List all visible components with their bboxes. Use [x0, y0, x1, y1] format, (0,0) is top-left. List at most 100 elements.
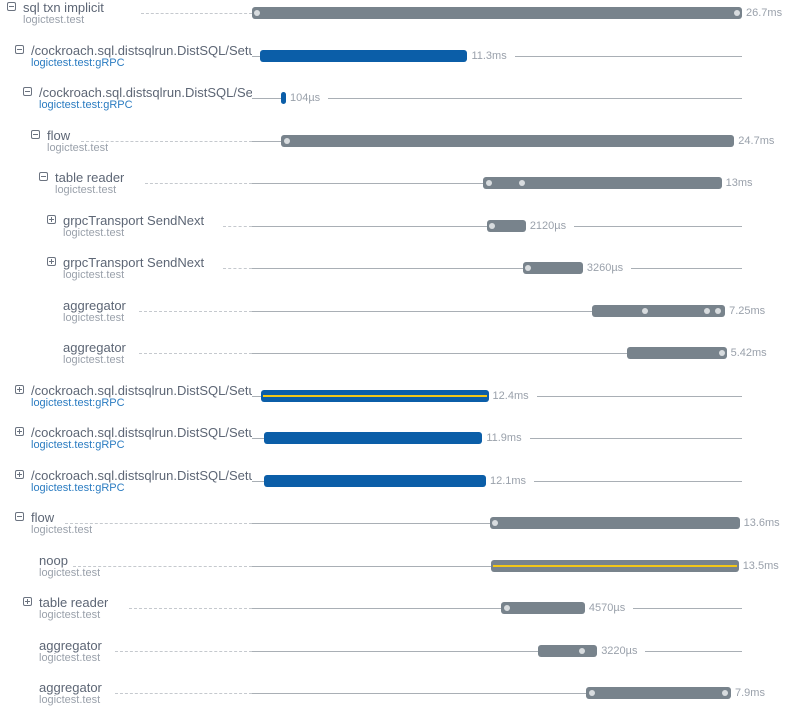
span-bar[interactable] — [260, 389, 489, 402]
span-bar[interactable] — [523, 262, 583, 274]
critical-path-highlight — [262, 394, 487, 397]
span-row[interactable]: table reader logictest.test 13ms — [0, 171, 786, 213]
expand-icon[interactable] — [15, 427, 24, 436]
span-label[interactable]: grpcTransport SendNext logictest.test — [63, 214, 204, 239]
timeline-line — [252, 650, 539, 652]
timeline-line — [252, 98, 281, 99]
log-marker[interactable] — [485, 180, 492, 186]
span-label[interactable]: aggregator logictest.test — [63, 299, 126, 324]
span-label[interactable]: /cockroach.sql.distsqlrun.DistSQL/SetupF… — [31, 469, 252, 494]
span-label[interactable]: grpcTransport SendNext logictest.test — [63, 256, 204, 281]
span-row[interactable]: aggregator logictest.test 7.25ms — [0, 299, 786, 341]
timeline-line — [252, 55, 261, 57]
log-marker[interactable] — [283, 137, 290, 144]
span-duration: 13.6ms — [743, 517, 780, 529]
span-name: grpcTransport SendNext — [63, 213, 205, 228]
span-label[interactable]: /cockroach.sql.distsqlrun.DistSQL/SetupF… — [31, 384, 252, 409]
span-row[interactable]: sql txn implicit logictest.test 26.7ms — [0, 1, 786, 43]
expand-icon[interactable] — [15, 469, 24, 479]
span-row[interactable]: noop logictest.test 13.5ms — [0, 554, 786, 596]
span-bar[interactable] — [490, 559, 739, 572]
log-marker[interactable] — [488, 222, 495, 229]
span-label[interactable]: table reader logictest.test — [55, 171, 124, 196]
span-name: /cockroach.sql.distsqlrun.DistSQL/SetupF… — [31, 43, 252, 58]
span-row[interactable]: grpcTransport SendNext logictest.test 2120… — [0, 214, 786, 256]
collapse-icon[interactable] — [23, 87, 32, 96]
log-marker[interactable] — [715, 307, 722, 314]
log-marker[interactable] — [641, 307, 648, 314]
span-label[interactable]: /cockroach.sql.distsqlrun.DistSQL/SetupF… — [31, 426, 252, 451]
span-label[interactable]: noop logictest.test — [39, 554, 100, 579]
log-marker[interactable] — [518, 180, 525, 186]
span-row[interactable]: flow logictest.test 13.6ms — [0, 511, 786, 553]
span-label[interactable]: aggregator logictest.test — [39, 681, 102, 706]
collapse-icon[interactable] — [39, 172, 48, 181]
guide-line — [223, 225, 252, 227]
span-bar[interactable] — [592, 304, 726, 317]
log-marker[interactable] — [734, 10, 740, 16]
span-row[interactable]: aggregator logictest.test 3220µs — [0, 639, 786, 681]
span-label[interactable]: flow logictest.test — [31, 511, 92, 536]
span-service: logictest.test — [39, 694, 101, 706]
span-name: flow — [47, 128, 71, 143]
span-row[interactable]: aggregator logictest.test 7.9ms — [0, 681, 786, 723]
span-label[interactable]: table reader logictest.test — [39, 596, 108, 621]
timeline-line — [252, 523, 491, 524]
span-name: /cockroach.sql.distsqlrun.DistSQL/SetupF… — [31, 383, 252, 398]
expand-icon[interactable] — [15, 384, 24, 394]
span-row[interactable]: table reader logictest.test 4570µs — [0, 596, 786, 638]
span-service: logictest.test:gRPC — [31, 56, 125, 69]
span-bar[interactable] — [627, 347, 727, 359]
expand-icon[interactable] — [47, 257, 56, 266]
log-marker[interactable] — [504, 605, 511, 611]
span-bar[interactable] — [586, 687, 731, 699]
guide-line — [141, 13, 252, 14]
log-marker[interactable] — [588, 690, 595, 696]
timeline-line — [252, 353, 628, 354]
span-row[interactable]: /cockroach.sql.distsqlrun.DistSQL/SetupF… — [0, 469, 786, 511]
log-marker[interactable] — [254, 10, 260, 16]
collapse-icon[interactable] — [31, 129, 40, 139]
span-label[interactable]: sql txn implicit logictest.test — [23, 1, 104, 26]
collapse-icon[interactable] — [15, 512, 24, 521]
span-duration: 3220µs — [601, 644, 638, 657]
span-label[interactable]: aggregator logictest.test — [63, 341, 126, 366]
span-bar[interactable] — [280, 134, 735, 147]
log-marker[interactable] — [525, 265, 532, 271]
expand-icon[interactable] — [23, 597, 32, 606]
span-name: aggregator — [39, 681, 102, 695]
span-bar[interactable] — [252, 7, 742, 19]
span-row[interactable]: /cockroach.sql.distsqlrun.DistSQL/SetupF… — [0, 426, 786, 468]
span-service: logictest.test — [63, 269, 125, 281]
expand-icon[interactable] — [47, 214, 56, 224]
span-row[interactable]: aggregator logictest.test 5.42ms — [0, 341, 786, 383]
span-label[interactable]: flow logictest.test — [47, 129, 108, 154]
span-name: grpcTransport SendNext — [63, 256, 205, 270]
log-marker[interactable] — [704, 307, 711, 314]
collapse-icon[interactable] — [15, 44, 24, 54]
span-bar[interactable] — [486, 219, 526, 232]
span-label[interactable]: /cockroach.sql.distsqlrun.DistSQL/SetupF… — [31, 44, 252, 69]
span-row[interactable]: grpcTransport SendNext logictest.test 3260… — [0, 256, 786, 298]
collapse-icon[interactable] — [7, 2, 16, 11]
span-bar[interactable] — [483, 177, 722, 189]
span-bar[interactable] — [263, 432, 483, 444]
span-bar[interactable] — [263, 474, 486, 487]
log-marker[interactable] — [718, 350, 725, 356]
log-marker[interactable] — [492, 520, 499, 526]
log-marker[interactable] — [579, 647, 586, 654]
span-bar[interactable] — [490, 517, 740, 529]
span-label[interactable]: /cockroach.sql.distsqlrun.DistSQL/SetupF… — [39, 86, 252, 111]
span-duration: 4570µs — [588, 602, 626, 614]
span-row[interactable]: flow logictest.test 24.7ms — [0, 129, 786, 171]
span-row[interactable]: /cockroach.sql.distsqlrun.DistSQL/SetupF… — [0, 86, 786, 128]
log-marker[interactable] — [722, 690, 729, 696]
span-bar[interactable] — [260, 49, 468, 62]
timeline-line — [252, 183, 484, 184]
span-bar[interactable] — [501, 602, 585, 614]
span-bar[interactable] — [538, 644, 598, 657]
span-row[interactable]: /cockroach.sql.distsqlrun.DistSQL/SetupF… — [0, 44, 786, 86]
span-label[interactable]: aggregator logictest.test — [39, 639, 102, 664]
span-bar[interactable] — [280, 92, 286, 104]
span-row[interactable]: /cockroach.sql.distsqlrun.DistSQL/SetupF… — [0, 384, 786, 426]
